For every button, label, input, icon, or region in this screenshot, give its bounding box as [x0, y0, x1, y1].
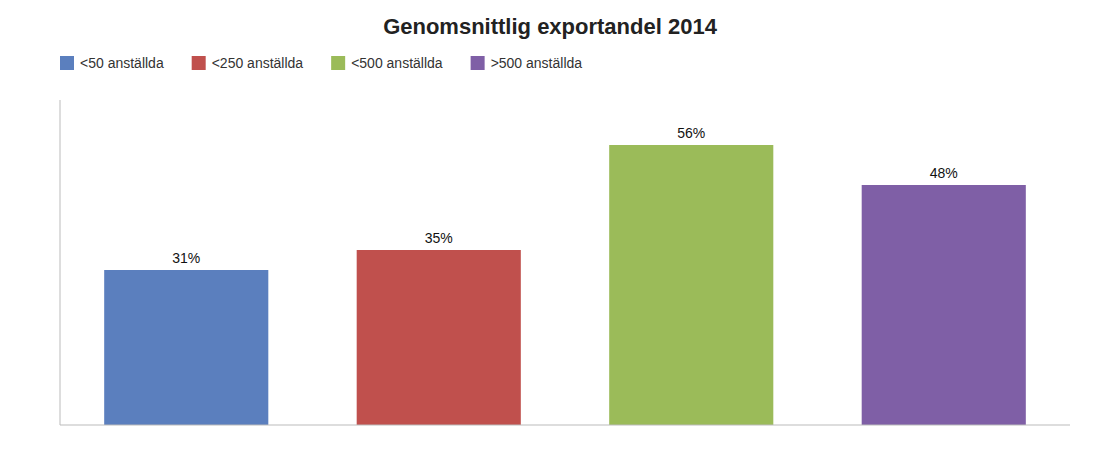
- legend-item: <250 anställda: [192, 55, 304, 71]
- data-labels: 31% 35% 56% 48%: [172, 125, 958, 266]
- bar: [357, 250, 521, 425]
- chart-container: Genomsnittlig exportandel 2014 <50 anstäl…: [0, 0, 1100, 450]
- legend-label: <50 anställda: [80, 55, 164, 71]
- legend-item: <50 anställda: [60, 55, 164, 71]
- legend-label: >500 anställda: [491, 55, 583, 71]
- legend-swatch: [331, 56, 345, 70]
- bar: [104, 270, 268, 425]
- data-label: 48%: [930, 165, 958, 181]
- y-axis-line: [60, 100, 61, 425]
- x-axis-line: [60, 425, 1070, 426]
- data-label: 56%: [677, 125, 705, 141]
- legend-label: <500 anställda: [351, 55, 443, 71]
- legend-item: >500 anställda: [471, 55, 583, 71]
- chart-svg: Genomsnittlig exportandel 2014 <50 anstäl…: [0, 0, 1100, 450]
- bar: [609, 145, 773, 425]
- legend-label: <250 anställda: [212, 55, 304, 71]
- bars: [104, 145, 1026, 425]
- legend: <50 anställda <250 anställda <500 anställd…: [60, 55, 582, 71]
- data-label: 31%: [172, 250, 200, 266]
- legend-item: <500 anställda: [331, 55, 443, 71]
- title: Genomsnittlig exportandel 2014: [383, 14, 718, 39]
- bar: [862, 185, 1026, 425]
- legend-swatch: [192, 56, 206, 70]
- legend-swatch: [471, 56, 485, 70]
- data-label: 35%: [425, 230, 453, 246]
- legend-swatch: [60, 56, 74, 70]
